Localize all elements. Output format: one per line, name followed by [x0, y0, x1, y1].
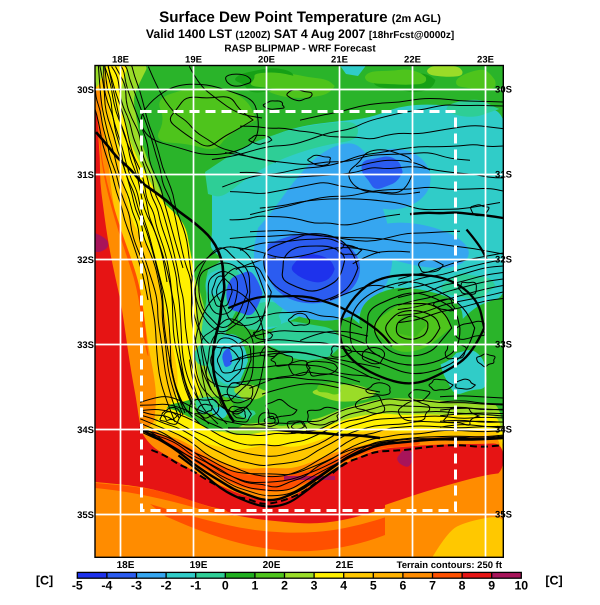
svg-text:22E: 22E [404, 55, 421, 66]
svg-text:32S: 32S [495, 255, 512, 266]
svg-text:21E: 21E [331, 55, 348, 66]
svg-text:30S: 30S [77, 85, 94, 96]
svg-text:35S: 35S [495, 510, 512, 521]
svg-text:[C]: [C] [545, 574, 562, 588]
svg-text:34S: 34S [495, 425, 512, 436]
svg-text:[C]: [C] [36, 574, 53, 588]
svg-text:19E: 19E [190, 560, 208, 571]
svg-text:31S: 31S [77, 170, 94, 181]
svg-text:5: 5 [370, 579, 377, 593]
svg-text:30S: 30S [495, 85, 512, 96]
svg-text:1: 1 [251, 579, 258, 593]
svg-text:20E: 20E [258, 55, 275, 66]
svg-text:10: 10 [514, 579, 528, 593]
svg-text:9: 9 [488, 579, 495, 593]
svg-text:-1: -1 [190, 579, 201, 593]
svg-text:31S: 31S [495, 170, 512, 181]
svg-text:18E: 18E [112, 55, 129, 66]
svg-text:-4: -4 [101, 579, 112, 593]
svg-text:23E: 23E [477, 55, 494, 66]
svg-text:-3: -3 [131, 579, 142, 593]
svg-text:8: 8 [459, 579, 466, 593]
svg-text:6: 6 [399, 579, 406, 593]
svg-text:RASP BLIPMAP - WRF Forecast: RASP BLIPMAP - WRF Forecast [224, 44, 376, 55]
svg-text:3: 3 [311, 579, 318, 593]
svg-text:19E: 19E [185, 55, 202, 66]
svg-text:33S: 33S [77, 340, 94, 351]
svg-text:20E: 20E [263, 560, 281, 571]
svg-text:Surface Dew Point Temperature: Surface Dew Point Temperature (2m AGL) [159, 9, 441, 26]
svg-text:4: 4 [340, 579, 347, 593]
svg-text:2: 2 [281, 579, 288, 593]
svg-text:32S: 32S [77, 255, 94, 266]
svg-text:18E: 18E [117, 560, 135, 571]
svg-text:21E: 21E [336, 560, 354, 571]
svg-text:7: 7 [429, 579, 436, 593]
svg-text:Valid 1400 LST (1200Z) SAT 4 A: Valid 1400 LST (1200Z) SAT 4 Aug 2007 [1… [146, 27, 454, 41]
svg-text:Terrain contours: 250 ft: Terrain contours: 250 ft [397, 560, 503, 571]
svg-text:34S: 34S [77, 425, 94, 436]
svg-text:-2: -2 [161, 579, 172, 593]
svg-text:35S: 35S [77, 510, 94, 521]
svg-text:33S: 33S [495, 340, 512, 351]
svg-text:0: 0 [222, 579, 229, 593]
svg-text:-5: -5 [72, 579, 83, 593]
